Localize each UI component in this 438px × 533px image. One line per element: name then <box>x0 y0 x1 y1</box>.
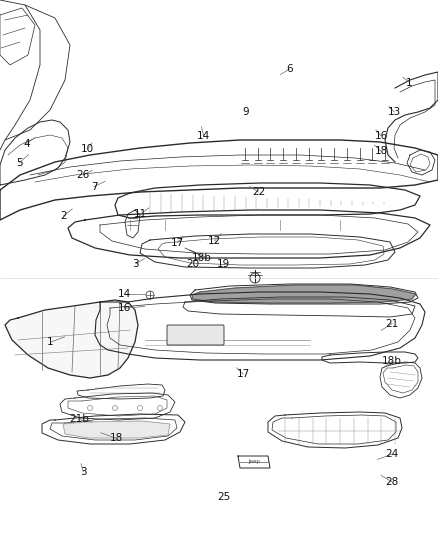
Text: 19: 19 <box>217 260 230 269</box>
Text: 14: 14 <box>197 131 210 141</box>
Text: 5: 5 <box>16 158 23 167</box>
Text: 9: 9 <box>242 107 249 117</box>
Text: 1: 1 <box>406 78 413 87</box>
FancyBboxPatch shape <box>167 325 224 345</box>
Text: 24: 24 <box>385 449 399 459</box>
Text: 3: 3 <box>132 259 139 269</box>
Text: 21: 21 <box>385 319 399 328</box>
Text: 28: 28 <box>385 477 399 487</box>
Text: 4: 4 <box>23 139 30 149</box>
Text: 21b: 21b <box>69 415 89 424</box>
Text: 16: 16 <box>118 303 131 313</box>
Text: 1: 1 <box>47 337 54 347</box>
Text: 20: 20 <box>186 260 199 269</box>
Text: 18b: 18b <box>382 357 402 366</box>
Text: 7: 7 <box>91 182 98 191</box>
Text: 14: 14 <box>118 289 131 299</box>
Polygon shape <box>192 285 416 303</box>
Text: 2: 2 <box>60 211 67 221</box>
Text: 17: 17 <box>237 369 250 379</box>
Text: 18: 18 <box>374 147 388 156</box>
Polygon shape <box>63 421 170 438</box>
Polygon shape <box>5 302 138 378</box>
Text: 26: 26 <box>77 170 90 180</box>
Text: 22: 22 <box>252 187 265 197</box>
Text: 3: 3 <box>80 467 87 477</box>
Text: Jeep: Jeep <box>248 459 260 464</box>
Text: 13: 13 <box>388 107 401 117</box>
Text: 18: 18 <box>110 433 123 443</box>
Text: 12: 12 <box>208 236 221 246</box>
Text: 17: 17 <box>171 238 184 247</box>
Text: 16: 16 <box>374 131 388 141</box>
Text: 6: 6 <box>286 64 293 74</box>
Text: 11: 11 <box>134 209 147 219</box>
Text: 25: 25 <box>217 492 230 502</box>
Text: 10: 10 <box>81 144 94 154</box>
Text: 18b: 18b <box>191 253 212 263</box>
